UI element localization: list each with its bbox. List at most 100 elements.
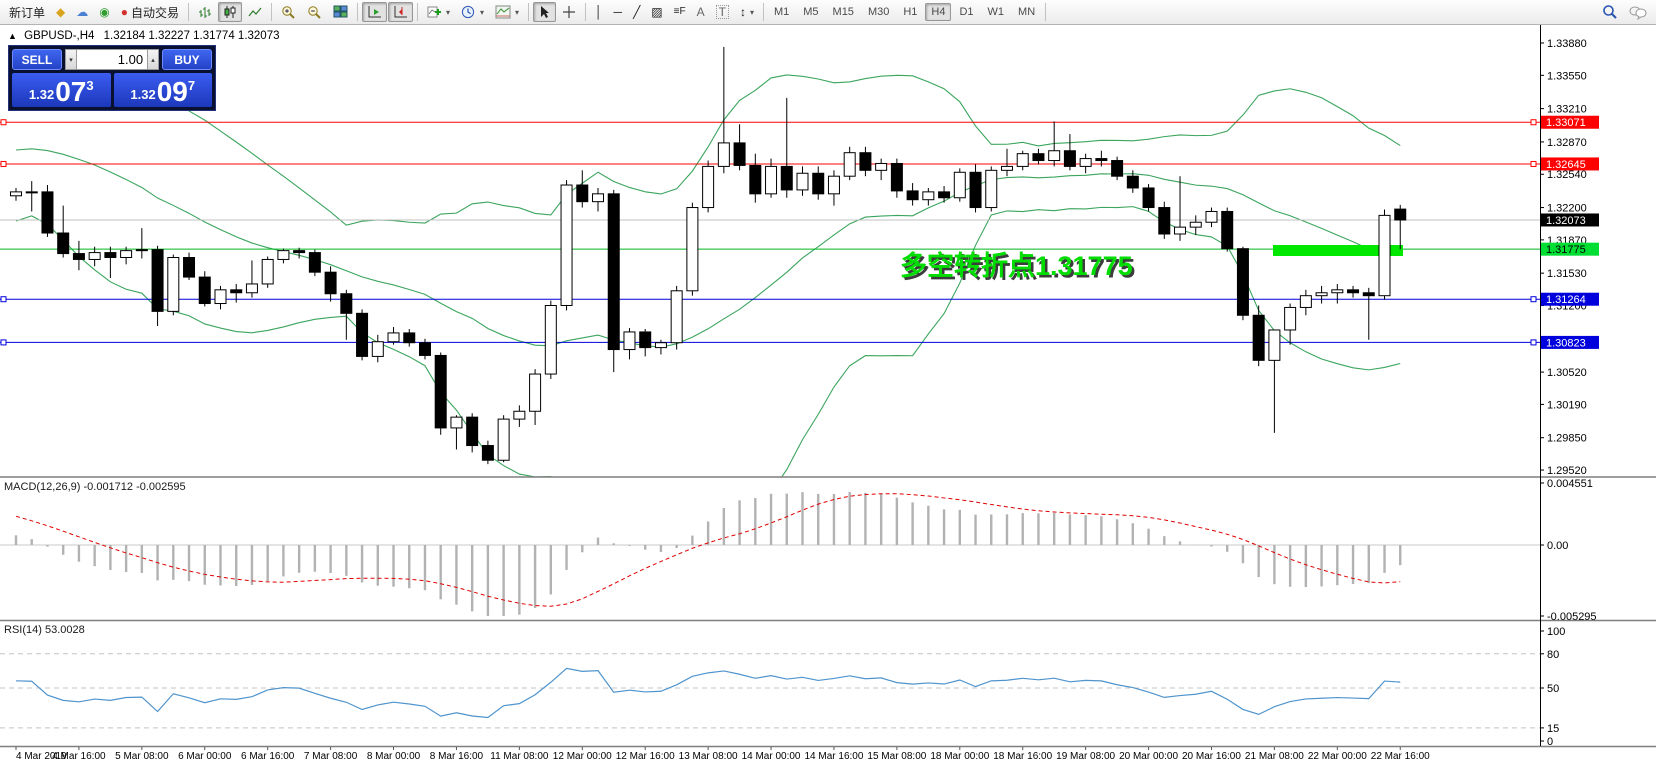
timeframe-mn-button[interactable]: MN	[1012, 3, 1041, 21]
chart-shift-button[interactable]	[388, 2, 413, 22]
vline-tool-button[interactable]: │	[590, 2, 608, 22]
time-axis-label[interactable]: 14 Mar 00:00	[742, 751, 801, 762]
sell-price-button[interactable]: 1.32 07 3	[12, 73, 111, 107]
chat-icon	[1629, 6, 1647, 20]
time-axis-label[interactable]: 20 Mar 16:00	[1182, 751, 1241, 762]
tile-windows-button[interactable]	[328, 2, 353, 22]
templates-button[interactable]: ▾	[490, 2, 524, 22]
signals-button[interactable]: ◉	[94, 2, 114, 22]
volume-up-button[interactable]: ▴	[147, 49, 159, 70]
timeframe-m5-button[interactable]: M5	[797, 3, 824, 21]
time-axis-label[interactable]: 6 Mar 00:00	[178, 751, 232, 762]
candle	[1299, 295, 1312, 308]
time-axis-label[interactable]: 22 Mar 00:00	[1308, 751, 1367, 762]
time-axis-label[interactable]: 6 Mar 16:00	[241, 751, 295, 762]
timeframe-m1-button[interactable]: M1	[768, 3, 795, 21]
hline-tool-button[interactable]: ─	[609, 2, 628, 22]
line-anchor[interactable]	[1530, 160, 1537, 167]
volume-input[interactable]	[76, 49, 148, 70]
time-axis-label[interactable]: 19 Mar 08:00	[1056, 751, 1115, 762]
time-axis-label[interactable]: 22 Mar 16:00	[1371, 751, 1430, 762]
arrows-tool-button[interactable]: ↕ ▾	[735, 2, 759, 22]
candle	[623, 331, 636, 351]
time-axis-label[interactable]: 11 Mar 08:00	[490, 751, 549, 762]
chat-button[interactable]	[1624, 2, 1652, 22]
time-axis-label[interactable]: 7 Mar 08:00	[304, 751, 358, 762]
bollinger-middle-band[interactable]	[15, 148, 1401, 348]
macd-label: MACD(12,26,9) -0.001712 -0.002595	[4, 481, 186, 493]
time-axis-label[interactable]: 12 Mar 16:00	[616, 751, 675, 762]
time-axis-label[interactable]: 18 Mar 00:00	[930, 751, 989, 762]
line-anchor[interactable]	[0, 339, 7, 346]
time-axis-label[interactable]: 20 Mar 00:00	[1119, 751, 1178, 762]
time-axis-label[interactable]: 8 Mar 16:00	[430, 751, 484, 762]
volume-down-button[interactable]: ▾	[65, 49, 77, 70]
candle	[529, 373, 542, 412]
buy-button[interactable]: BUY	[162, 49, 212, 70]
periods-button[interactable]: ▾	[456, 2, 489, 22]
timeframe-h4-button[interactable]: H4	[925, 3, 952, 21]
time-axis-label[interactable]: 15 Mar 08:00	[867, 751, 926, 762]
time-axis-label[interactable]: 13 Mar 08:00	[679, 751, 738, 762]
time-axis-label[interactable]: 5 Mar 08:00	[115, 751, 169, 762]
crosshair-tool-button[interactable]	[557, 2, 581, 22]
time-axis-label[interactable]: 12 Mar 00:00	[553, 751, 612, 762]
timeframe-w1-button[interactable]: W1	[982, 3, 1011, 21]
panel-collapse-arrow-icon[interactable]: ▲	[8, 31, 17, 41]
buy-price-button[interactable]: 1.32 09 7	[113, 73, 212, 107]
text-tool-button[interactable]: A	[692, 2, 710, 22]
current-price-tag	[1541, 213, 1599, 227]
autotrading-button[interactable]: ● 自动交易	[116, 2, 184, 22]
fibonacci-tool-button[interactable]: ≡F	[669, 2, 691, 22]
indicators-button[interactable]: ▾	[422, 2, 455, 22]
chart-background	[0, 25, 1656, 773]
timeframe-m15-button[interactable]: M15	[827, 3, 860, 21]
line-anchor[interactable]	[0, 296, 7, 303]
bollinger-upper-band[interactable]	[15, 59, 1401, 226]
search-button[interactable]	[1597, 2, 1623, 22]
candlestick-mode-button[interactable]	[218, 2, 242, 22]
rsi-line[interactable]	[15, 667, 1401, 719]
annotation-text[interactable]: 多空转折点1.31775	[900, 250, 1133, 281]
candle	[214, 289, 227, 305]
toolbar-separator	[188, 3, 189, 21]
line-anchor[interactable]	[1530, 296, 1537, 303]
timeframe-d1-button[interactable]: D1	[953, 3, 979, 21]
chart-shift-icon	[394, 6, 407, 18]
channel-tool-button[interactable]: ▨	[646, 2, 667, 22]
candle	[371, 341, 384, 357]
time-axis-label[interactable]: 4 Mar 2019	[16, 751, 67, 762]
bar-chart-icon	[199, 7, 211, 18]
cursor-tool-button[interactable]	[533, 2, 557, 22]
market-watch-button[interactable]: ☁	[71, 2, 93, 22]
zoom-in-button[interactable]	[276, 2, 301, 22]
bar-chart-mode-button[interactable]	[193, 2, 217, 22]
line-anchor[interactable]	[0, 119, 7, 126]
macd-signal-line[interactable]	[15, 493, 1401, 607]
time-axis-label[interactable]: 21 Mar 08:00	[1245, 751, 1304, 762]
line-anchor[interactable]	[1530, 339, 1537, 346]
time-axis-label[interactable]: 8 Mar 00:00	[367, 751, 421, 762]
new-order-button[interactable]: 新订单	[4, 2, 50, 22]
label-tool-button[interactable]: T	[711, 2, 734, 22]
line-anchor[interactable]	[0, 160, 7, 167]
macd-signal-value: -0.002595	[136, 481, 186, 493]
sell-button[interactable]: SELL	[12, 49, 62, 70]
line-anchor[interactable]	[1530, 119, 1537, 126]
auto-scroll-button[interactable]	[362, 2, 387, 22]
layers-button[interactable]: ◆	[51, 2, 70, 22]
timeframe-m30-button[interactable]: M30	[862, 3, 895, 21]
time-axis-label[interactable]: 4 Mar 16:00	[52, 751, 106, 762]
candle	[1331, 289, 1344, 294]
candle	[513, 410, 526, 420]
candle	[1347, 289, 1360, 294]
time-axis-label[interactable]: 14 Mar 16:00	[804, 751, 863, 762]
timeframe-h1-button[interactable]: H1	[897, 3, 923, 21]
line-chart-mode-button[interactable]	[243, 2, 267, 22]
highlight-rectangle[interactable]	[1273, 245, 1403, 256]
time-axis-label[interactable]: 18 Mar 16:00	[993, 751, 1052, 762]
trendline-tool-button[interactable]: ╱	[628, 2, 645, 22]
macd-value: -0.001712	[83, 481, 134, 493]
zoom-out-button[interactable]	[302, 2, 327, 22]
